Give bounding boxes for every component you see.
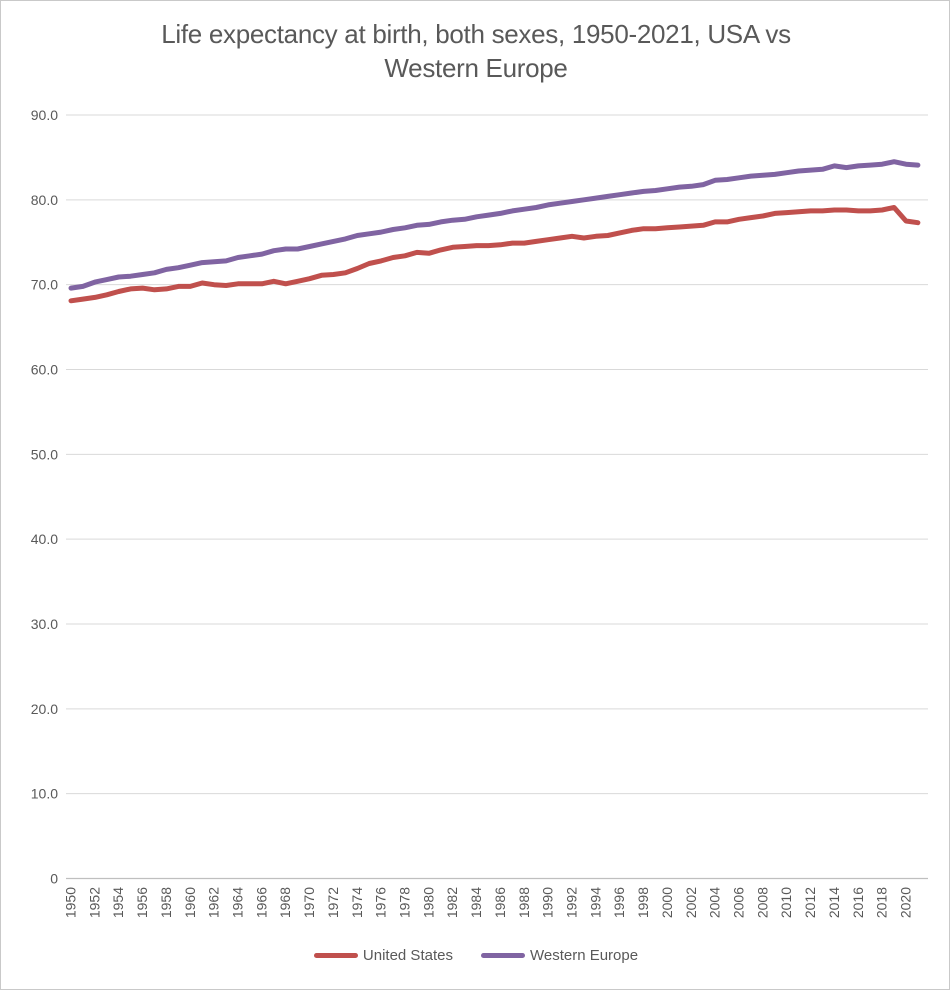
y-tick-label: 80.0 (31, 192, 58, 208)
x-tick-label: 1992 (563, 887, 579, 918)
series-line-united-states (68, 205, 921, 304)
x-tick-label: 1998 (635, 887, 651, 918)
y-tick-label: 90.0 (31, 107, 58, 123)
x-tick-label: 1950 (62, 887, 78, 918)
x-tick-label: 2018 (874, 887, 890, 918)
y-tick-label: 50.0 (31, 446, 58, 462)
y-tick-label: 60.0 (31, 362, 58, 378)
x-tick-label: 1978 (396, 887, 412, 918)
chart-title-line-1: Life expectancy at birth, both sexes, 19… (161, 19, 791, 49)
x-tick-label: 1970 (301, 887, 317, 918)
x-tick-label: 1974 (349, 887, 365, 918)
x-tick-label: 2002 (683, 887, 699, 918)
x-tick-label: 2010 (778, 887, 794, 918)
x-tick-label: 1956 (134, 887, 150, 918)
legend-item-united-states: United States (313, 947, 453, 964)
x-tick-label: 1994 (587, 887, 603, 918)
x-tick-label: 2016 (850, 887, 866, 918)
x-tick-label: 1976 (373, 887, 389, 918)
x-tick-label: 2008 (754, 887, 770, 918)
x-tick-label: 2012 (802, 887, 818, 918)
x-tick-label: 1990 (540, 887, 556, 918)
y-tick-label: 10.0 (31, 786, 58, 802)
x-tick-label: 1960 (182, 887, 198, 918)
y-tick-label: 0 (50, 871, 58, 887)
y-tick-label: 70.0 (31, 277, 58, 293)
chart-legend: United States Western Europe (1, 947, 950, 964)
legend-item-western-europe: Western Europe (480, 947, 639, 964)
x-tick-label: 1952 (86, 887, 102, 918)
y-tick-label: 40.0 (31, 531, 58, 547)
series-line-western-europe (68, 159, 921, 291)
x-tick-label: 1958 (158, 887, 174, 918)
x-tick-label: 1986 (492, 887, 508, 918)
x-tick-label: 1968 (277, 887, 293, 918)
x-tick-label: 1988 (516, 887, 532, 918)
x-tick-label: 1966 (253, 887, 269, 918)
x-tick-label: 2004 (707, 887, 723, 918)
x-tick-label: 1954 (110, 887, 126, 918)
x-tick-label: 2014 (826, 887, 842, 918)
x-tick-label: 1972 (325, 887, 341, 918)
legend-label-western-europe: Western Europe (529, 947, 639, 964)
x-tick-label: 2000 (659, 887, 675, 918)
chart-title: Life expectancy at birth, both sexes, 19… (1, 17, 950, 85)
chart-title-line-2: Western Europe (384, 53, 568, 83)
x-tick-label: 2020 (897, 887, 913, 918)
x-tick-label: 1980 (420, 887, 436, 918)
x-tick-label: 1996 (611, 887, 627, 918)
y-tick-label: 30.0 (31, 616, 58, 632)
legend-swatch-western-europe-icon (480, 953, 525, 958)
x-tick-label: 1962 (206, 887, 222, 918)
legend-label-united-states: United States (362, 947, 453, 964)
x-tick-label: 2006 (730, 887, 746, 918)
legend-swatch-united-states-icon (313, 953, 358, 958)
x-tick-label: 1984 (468, 887, 484, 918)
x-tick-label: 1964 (229, 887, 245, 918)
x-tick-label: 1982 (444, 887, 460, 918)
y-tick-label: 20.0 (31, 701, 58, 717)
